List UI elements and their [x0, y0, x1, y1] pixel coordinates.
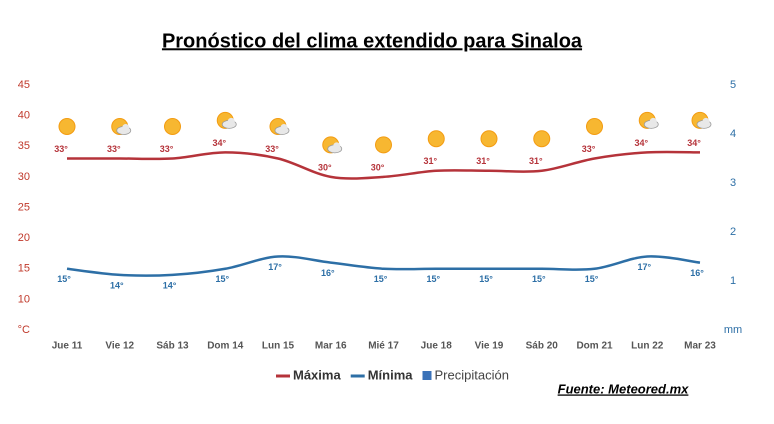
value-label: 33°: [160, 144, 174, 154]
x-tick-label: Mié 17: [368, 341, 399, 352]
sun: [533, 130, 551, 148]
cloud: [122, 124, 130, 131]
x-tick-label: Vie 19: [475, 341, 504, 352]
chart-title: Pronóstico del clima extendido para Sina…: [162, 30, 583, 52]
y2-tick-label: 5: [730, 79, 736, 91]
weather-icon: [691, 111, 712, 129]
y-tick-label: 30: [18, 171, 30, 183]
cloud: [649, 117, 657, 125]
weather-icon: [480, 130, 498, 148]
x-tick-label: Sáb 20: [526, 341, 559, 352]
weather-icon: [586, 118, 603, 135]
y2-tick-label: 3: [730, 177, 736, 189]
weather-icon: [427, 130, 445, 148]
weather-icon: [638, 111, 659, 129]
weather-icon: [533, 130, 551, 148]
x-tick-label: Lun 22: [631, 341, 664, 352]
y2-tick-label: 1: [730, 275, 736, 287]
value-label: 17°: [268, 262, 282, 272]
value-label: 16°: [321, 268, 335, 278]
y-tick-label: 15: [18, 263, 30, 275]
value-label: 17°: [637, 262, 651, 272]
y-tick-label: 25: [18, 201, 30, 213]
cloud: [333, 142, 341, 150]
weather-icon: [375, 136, 392, 154]
weather-icon: [58, 118, 76, 135]
y-tick-label: 10: [18, 293, 30, 305]
y-tick-label: 35: [18, 140, 30, 152]
line: [67, 150, 701, 180]
x-tick-label: Dom 14: [207, 341, 244, 352]
y-tick-label: 20: [18, 232, 30, 244]
weather-icon: [322, 136, 343, 154]
cloud: [280, 124, 288, 131]
legend-label: Máxima: [293, 367, 341, 382]
weather-icon: [216, 111, 237, 129]
line: [66, 255, 701, 277]
legend-swatch: [422, 371, 432, 380]
y-tick-label: °C: [18, 324, 30, 336]
value-label: 33°: [265, 144, 279, 154]
y2-tick-label: mm: [724, 324, 742, 336]
sun: [375, 136, 392, 154]
source-note: Fuente: Meteored.mx: [558, 381, 690, 396]
legend-label: Precipitación: [435, 367, 509, 382]
value-label: 31°: [476, 156, 490, 166]
x-tick-label: Sáb 13: [156, 341, 189, 352]
value-label: 34°: [634, 138, 648, 148]
y2-tick-label: 4: [730, 128, 736, 140]
x-tick-label: Jue 18: [421, 341, 453, 352]
value-label: 15°: [585, 274, 599, 284]
value-label: 31°: [529, 156, 543, 166]
sun: [164, 118, 181, 135]
y-tick-label: 40: [18, 110, 30, 122]
cloud: [702, 117, 710, 125]
x-tick-label: Lun 15: [262, 341, 295, 352]
cloud: [227, 117, 235, 125]
legend-label: Mínima: [368, 367, 414, 382]
sun: [58, 118, 76, 135]
x-tick-label: Mar 16: [315, 341, 347, 352]
x-tick-label: Mar 23: [684, 341, 716, 352]
value-label: 15°: [479, 274, 493, 284]
value-label: 14°: [110, 280, 124, 290]
x-tick-label: Dom 21: [576, 341, 613, 352]
value-label: 33°: [582, 144, 596, 154]
sun: [480, 130, 498, 148]
value-label: 30°: [318, 162, 332, 172]
value-label: 15°: [57, 274, 71, 284]
value-label: 30°: [371, 162, 385, 172]
weather-icon: [164, 118, 181, 135]
x-tick-label: Jue 11: [52, 341, 83, 352]
value-label: 14°: [163, 280, 177, 290]
value-label: 31°: [423, 156, 437, 166]
value-label: 34°: [687, 138, 701, 148]
y2-tick-label: 2: [730, 226, 736, 238]
value-label: 15°: [374, 274, 388, 284]
weather-icon: [111, 118, 132, 135]
value-label: 15°: [532, 274, 546, 284]
y-tick-label: 45: [18, 79, 30, 91]
value-label: 33°: [107, 144, 121, 154]
value-label: 15°: [215, 274, 229, 284]
x-tick-label: Vie 12: [105, 341, 134, 352]
weather-icon: [269, 118, 290, 135]
value-label: 16°: [690, 268, 704, 278]
value-label: 33°: [54, 144, 68, 154]
value-label: 15°: [426, 274, 440, 284]
sun: [586, 118, 603, 135]
value-label: 34°: [212, 138, 226, 148]
sun: [427, 130, 445, 148]
